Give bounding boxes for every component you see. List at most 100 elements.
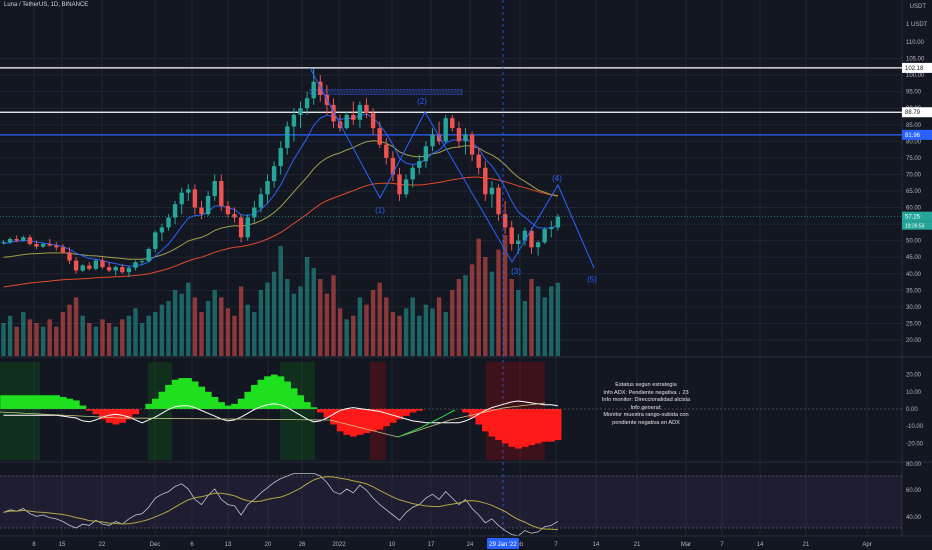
momentum-bar xyxy=(224,405,232,409)
momentum-bar xyxy=(409,409,417,413)
price-tick-label: 40.00 xyxy=(906,272,922,278)
candle-body xyxy=(113,267,118,271)
volume-bar xyxy=(93,326,99,356)
candle xyxy=(21,235,26,242)
candle-body xyxy=(384,144,389,158)
volume-bar xyxy=(304,257,310,356)
candle xyxy=(7,237,13,244)
candle-body xyxy=(40,243,46,247)
candle xyxy=(238,214,244,243)
adx-tick-label: -10.00 xyxy=(906,424,924,430)
momentum-bar xyxy=(303,402,311,409)
candle xyxy=(34,240,39,249)
volume-bar xyxy=(14,326,19,356)
momentum-bar xyxy=(554,409,562,440)
candle xyxy=(291,108,297,142)
time-tick-label: 15 xyxy=(59,542,66,548)
volume-bar xyxy=(172,290,178,356)
price-tag-label: 102.18 xyxy=(905,66,924,72)
info-line-status: Estatus segun estrategia xyxy=(615,382,677,388)
candle xyxy=(403,174,409,198)
candle-body xyxy=(390,157,396,175)
volume-bar xyxy=(47,319,52,356)
momentum-bar xyxy=(534,409,542,444)
candle xyxy=(146,247,151,263)
candle xyxy=(1,240,6,245)
trend-segment xyxy=(397,409,456,438)
momentum-bar xyxy=(284,381,291,409)
volume-bar xyxy=(529,279,534,356)
volume-bar xyxy=(21,312,26,356)
volume-bar xyxy=(496,249,501,356)
candle xyxy=(529,227,534,254)
momentum-bar xyxy=(515,409,522,449)
candle-body xyxy=(67,252,72,261)
volume-bar xyxy=(331,275,336,356)
volume-bar xyxy=(291,293,297,356)
candle xyxy=(159,224,165,241)
volume-bar xyxy=(522,301,528,356)
info-line-general: Info general: xyxy=(630,404,662,411)
volume-bars xyxy=(1,235,561,356)
momentum-bar xyxy=(350,409,357,437)
momentum-bar xyxy=(277,376,285,409)
candle xyxy=(245,214,250,241)
volume-bar xyxy=(67,304,72,356)
momentum-bar xyxy=(218,402,225,409)
volume-bar xyxy=(344,319,349,356)
time-tick-label: eb xyxy=(517,542,524,548)
momentum-bar xyxy=(336,409,344,432)
candle xyxy=(384,138,389,165)
candle-body xyxy=(139,261,145,263)
volume-bar xyxy=(126,315,132,356)
momentum-bar xyxy=(501,409,509,444)
momentum-bar xyxy=(165,384,173,409)
candle-body xyxy=(27,237,33,244)
countdown-label: 19:26:53 xyxy=(905,224,925,230)
momentum-bar xyxy=(521,409,529,447)
candle xyxy=(423,141,429,168)
price-tick-label: 20.00 xyxy=(906,338,922,344)
momentum-bar xyxy=(185,378,192,409)
volume-bar xyxy=(27,319,33,356)
candle-body xyxy=(397,174,402,195)
candle-body xyxy=(304,98,310,109)
candle xyxy=(549,220,554,238)
price-tag xyxy=(902,129,932,140)
candle xyxy=(456,121,462,148)
candle-body xyxy=(271,166,277,182)
candle-body xyxy=(549,227,554,230)
candle xyxy=(331,98,336,129)
momentum-bar xyxy=(59,396,67,409)
momentum-bar xyxy=(369,409,377,432)
candle xyxy=(186,184,191,201)
candle-body xyxy=(364,104,369,114)
rsi-tick-label: 40.00 xyxy=(906,515,922,521)
momentum-bar xyxy=(152,398,159,409)
candle xyxy=(133,260,138,271)
candle-body xyxy=(285,126,290,148)
candle xyxy=(377,121,382,148)
candle xyxy=(364,98,369,119)
momentum-bar xyxy=(508,409,516,447)
price-tick-label: 35.00 xyxy=(906,288,922,294)
candle xyxy=(120,263,125,274)
volume-bar xyxy=(311,268,316,356)
candle xyxy=(436,121,442,145)
momentum-bar xyxy=(462,409,470,413)
price-tick-label: 25.00 xyxy=(906,321,922,327)
time-tick-label: Apr xyxy=(862,542,871,548)
candle-body xyxy=(199,207,204,215)
candle-body xyxy=(344,114,349,129)
candle-body xyxy=(106,267,112,271)
volume-bar xyxy=(397,315,402,356)
candle xyxy=(139,258,145,265)
momentum-bar xyxy=(363,409,371,434)
time-axis-bg xyxy=(0,536,932,550)
volume-bar xyxy=(476,238,481,356)
wave-label: (5) xyxy=(587,275,597,284)
candle-body xyxy=(245,217,250,238)
candle-body xyxy=(450,118,455,129)
volume-bar xyxy=(351,315,356,356)
